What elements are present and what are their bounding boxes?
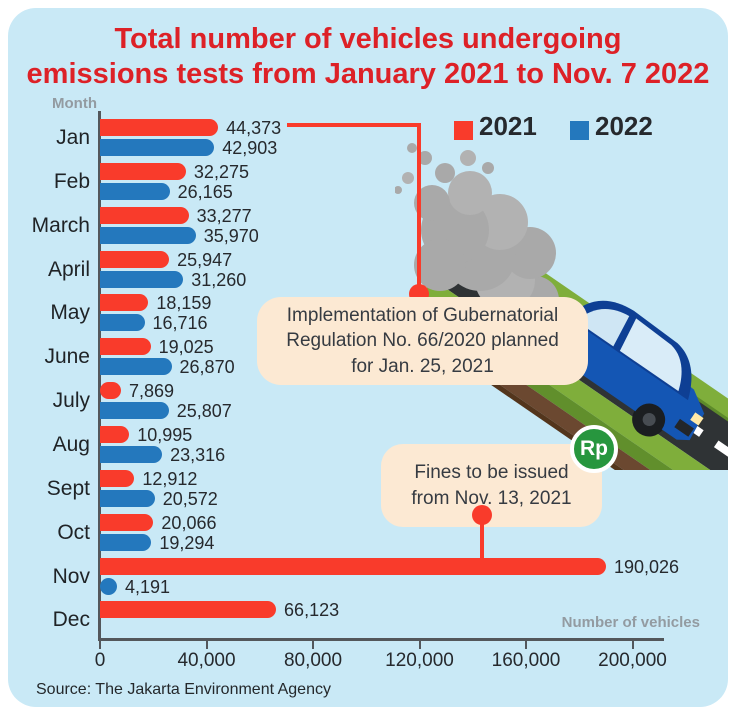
legend-label-2022: 2022: [595, 111, 653, 141]
x-axis-tick-label-5: 200,000: [598, 650, 667, 671]
value-label-2021-jan: 44,373: [226, 118, 282, 138]
x-axis-tick-0: [99, 641, 101, 649]
category-label-sept: Sept: [46, 476, 90, 500]
bar-2021-may: [100, 294, 149, 312]
value-label-2022-april: 31,260: [191, 269, 247, 290]
page-title: Total number of vehicles undergoing emis…: [0, 22, 736, 92]
category-label-jan: Jan: [56, 126, 90, 149]
value-label-2022-june: 26,870: [179, 357, 235, 378]
bar-2021-oct: [100, 513, 154, 531]
legend-swatch-2021: [454, 121, 473, 140]
value-label-2022-may: 16,716: [152, 313, 208, 334]
value-label-2022-march: 35,970: [203, 225, 259, 246]
rupiah-badge: Rp: [570, 425, 618, 473]
value-label-2021-dec: 66,123: [284, 600, 340, 621]
bar-2021-june: [100, 338, 151, 356]
x-axis-tick-2: [312, 641, 314, 649]
bar-2022-may: [100, 314, 145, 332]
category-label-july: July: [52, 389, 90, 413]
category-label-feb: Feb: [53, 169, 90, 193]
bar-2022-jan: [100, 139, 215, 156]
source-credit: Source: The Jakarta Environment Agency: [36, 681, 331, 698]
x-axis-line: [98, 638, 664, 641]
legend-swatch-2022: [570, 121, 589, 140]
fines-connector-dot: [472, 505, 492, 525]
category-label-april: April: [47, 257, 90, 281]
bar-2021-aug: [100, 425, 130, 443]
regulation-callout: Implementation of Gubernatorial Regulati…: [257, 297, 588, 385]
y-axis-title: Month: [52, 95, 97, 112]
value-label-2021-june: 19,025: [158, 337, 214, 358]
category-label-nov: Nov: [52, 564, 90, 588]
value-label-2021-aug: 10,995: [137, 424, 193, 445]
bar-2021-july: [100, 382, 121, 400]
title-line-2: emissions tests from January 2021 to Nov…: [26, 57, 710, 90]
value-label-2021-oct: 20,066: [161, 512, 217, 533]
smoke-cloud: [395, 143, 559, 324]
value-label-2022-feb: 26,165: [177, 181, 233, 202]
category-label-oct: Oct: [57, 520, 90, 544]
value-label-2021-july: 7,869: [128, 381, 174, 402]
bar-2021-april: [100, 250, 170, 268]
x-axis-tick-4: [525, 641, 527, 649]
x-axis-tick-label-0: 0: [94, 650, 106, 671]
bar-2021-feb: [100, 162, 186, 180]
value-label-2021-feb: 32,275: [193, 161, 249, 182]
bar-2021-jan: [100, 119, 219, 136]
grille: [674, 418, 694, 437]
bar-2021-march: [100, 206, 189, 224]
bar-2022-june: [100, 358, 172, 376]
fines-connector-vertical: [480, 516, 484, 564]
bar-2022-oct: [100, 533, 152, 551]
bar-2022-feb: [100, 182, 170, 200]
bar-2022-aug: [100, 445, 163, 463]
x-axis-tick-3: [418, 641, 421, 649]
legend-label-2021: 2021: [479, 111, 537, 141]
value-label-2022-july: 25,807: [176, 401, 232, 422]
value-label-2021-may: 18,159: [156, 293, 212, 314]
category-label-may: May: [50, 301, 90, 325]
bar-2021-sept: [100, 469, 135, 487]
bar-2022-march: [100, 226, 196, 244]
value-label-2021-march: 33,277: [196, 205, 252, 226]
x-axis-tick-label-2: 80,000: [283, 650, 343, 671]
x-axis-tick-label-3: 120,000: [385, 650, 454, 671]
x-axis-tick-label-1: 40,000: [177, 650, 236, 671]
category-label-dec: Dec: [52, 608, 90, 632]
value-label-2022-jan: 42,903: [222, 138, 278, 158]
category-label-june: June: [44, 345, 90, 369]
bar-2022-april: [100, 270, 184, 288]
title-line-1: Total number of vehicles undergoing: [114, 23, 622, 55]
x-axis-tick-5: [631, 641, 634, 649]
bar-2021-dec: [100, 601, 277, 619]
value-label-2022-aug: 23,316: [170, 444, 226, 465]
headlight: [690, 412, 704, 426]
value-label-2021-april: 25,947: [177, 249, 233, 270]
bar-2022-sept: [100, 489, 155, 507]
x-axis-tick-label-4: 160,000: [491, 650, 561, 671]
bar-2021-nov: [100, 557, 606, 575]
y-axis-line: [98, 111, 101, 640]
value-label-2022-oct: 19,294: [159, 532, 215, 553]
regulation-connector-vertical: [417, 123, 421, 287]
category-label-aug: Aug: [52, 432, 90, 456]
value-label-2022-sept: 20,572: [162, 488, 218, 509]
bar-2022-nov: [100, 577, 117, 595]
bar-2022-july: [100, 402, 169, 420]
value-label-2021-sept: 12,912: [142, 468, 198, 489]
value-label-2022-nov: 4,191: [125, 576, 171, 597]
value-label-2021-nov: 190,026: [613, 556, 680, 577]
category-label-march: March: [31, 213, 90, 237]
x-axis-title: Number of vehicles: [561, 614, 700, 631]
regulation-connector-horizontal: [287, 123, 421, 127]
x-axis-tick-1: [205, 641, 208, 649]
